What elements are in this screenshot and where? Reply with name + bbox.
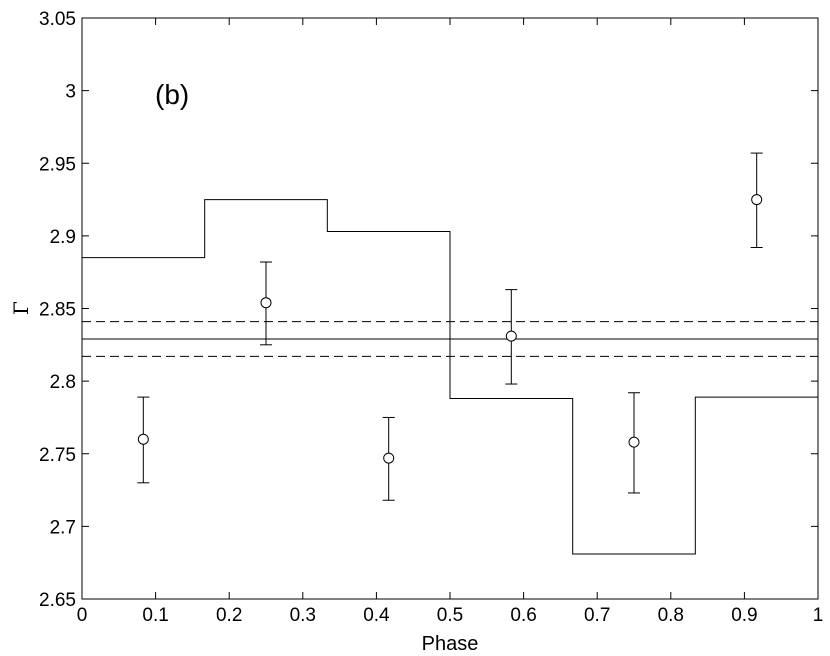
y-tick-label: 3.05 [39, 9, 76, 30]
series [82, 152, 818, 555]
x-tick-label: 0.2 [216, 605, 242, 626]
data-point [137, 433, 149, 445]
data-point [383, 452, 395, 464]
y-tick-label: 2.8 [50, 372, 76, 393]
y-tick-label: 2.95 [39, 154, 76, 175]
y-tick-label: 3 [65, 82, 76, 103]
plot-frame [81, 17, 819, 600]
panel-label: (b) [155, 79, 189, 110]
y-tick-label: 2.65 [39, 590, 76, 611]
x-tick-label: 0.5 [437, 605, 463, 626]
x-tick-label: 0.8 [658, 605, 684, 626]
x-tick-label: 1 [813, 605, 824, 626]
y-tick-label: 2.7 [50, 517, 76, 538]
step-line [82, 199, 818, 555]
x-tick-label: 0.1 [142, 605, 168, 626]
data-point [751, 194, 763, 206]
data-point [260, 297, 272, 309]
x-tick-label: 0 [77, 605, 88, 626]
x-ticks: 0 0.1 0.2 0.3 0.4 0.5 0.6 0.7 0.8 0.9 1 [77, 18, 824, 626]
data-point [628, 436, 640, 448]
y-tick-label: 2.75 [39, 445, 76, 466]
x-tick-label: 0.3 [290, 605, 316, 626]
y-tick-label: 2.85 [39, 300, 76, 321]
y-tick-label: 2.9 [50, 227, 76, 248]
x-tick-label: 0.9 [731, 605, 757, 626]
data-point [505, 330, 517, 342]
x-tick-label: 0.6 [510, 605, 536, 626]
y-axis-label: Γ [9, 301, 33, 315]
x-tick-label: 0.7 [584, 605, 610, 626]
x-axis-label: Phase [422, 633, 479, 655]
x-tick-label: 0.4 [363, 605, 390, 626]
y-ticks: 2.65 2.7 2.75 2.8 2.85 2.9 2.95 3 3.05 [39, 9, 818, 611]
